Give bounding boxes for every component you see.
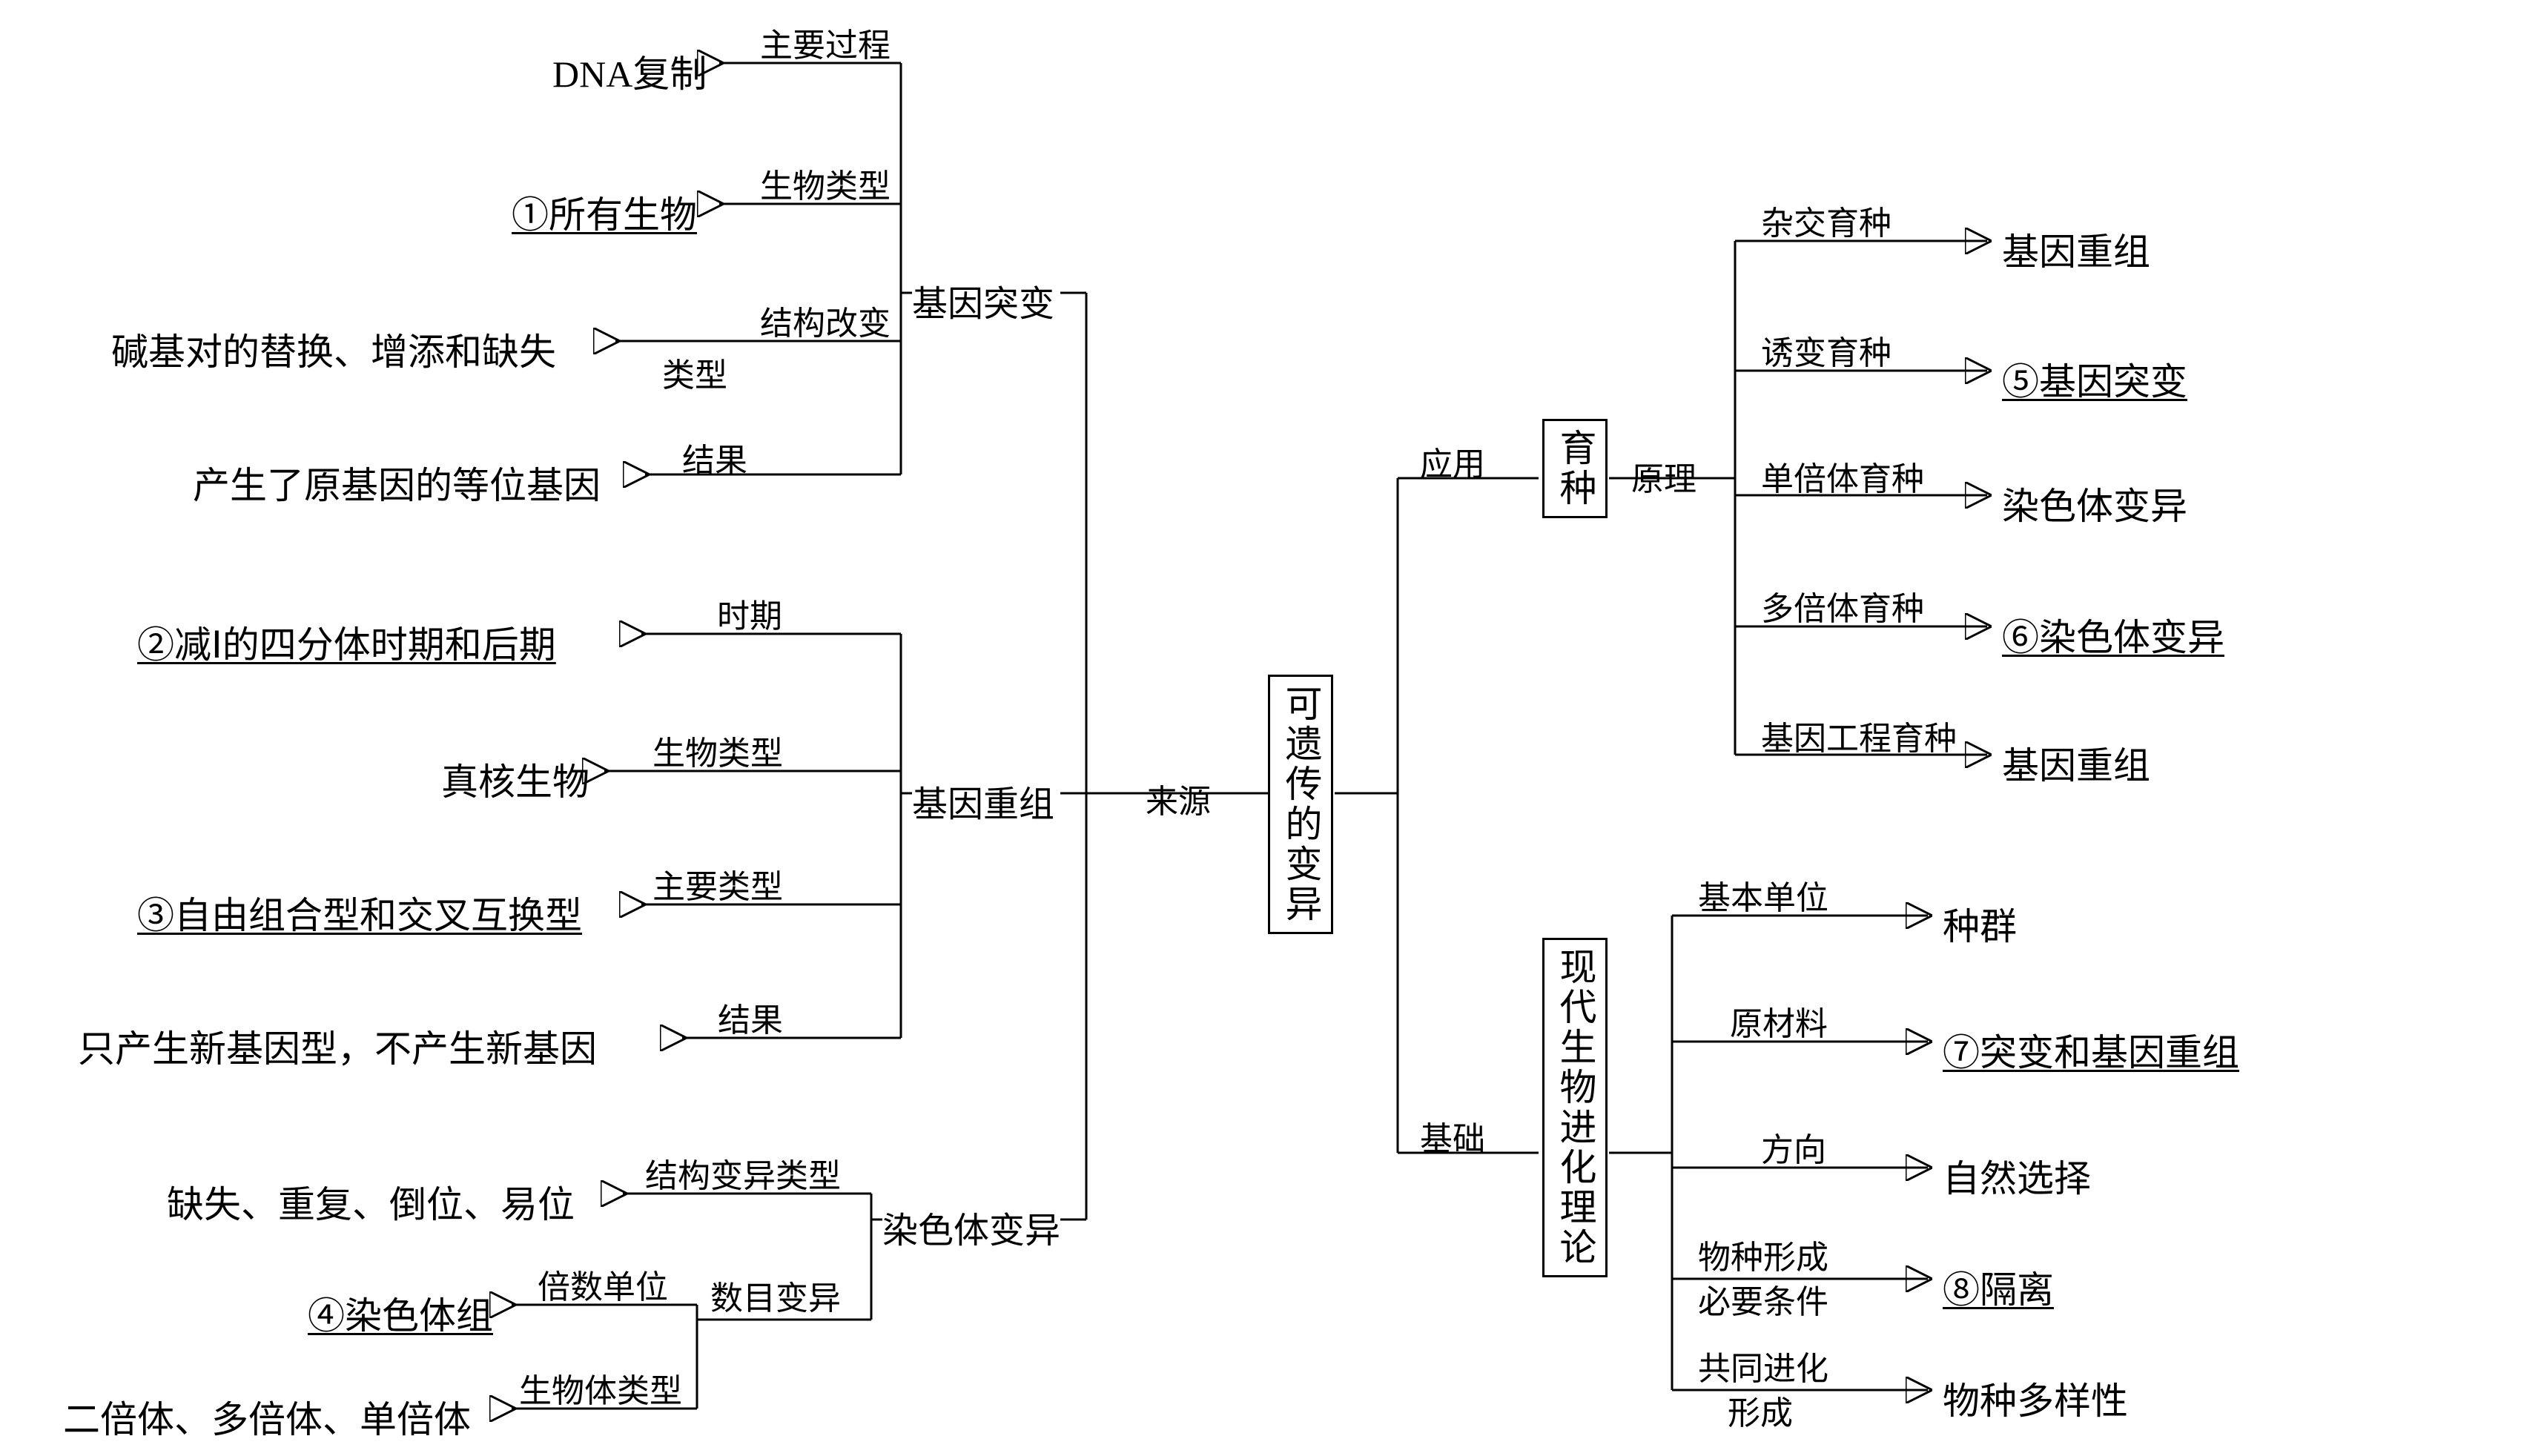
- left-group-2-label: 染色体变异: [882, 1201, 1060, 1253]
- left-edge-1-0: 时期: [717, 589, 782, 637]
- left-sub-2-1-label: 数目变异: [710, 1271, 841, 1319]
- left-edge-0-3: 结果: [682, 434, 747, 481]
- left-edge-0-2b: 类型: [662, 348, 727, 396]
- left-leaf-2-1-1: 二倍体、多倍体、单倍体: [63, 1390, 471, 1443]
- left-edge-1-1: 生物类型: [652, 727, 783, 774]
- right-1-item-3-text: ⑧隔离: [1943, 1260, 2054, 1314]
- right-0-box: 育种: [1542, 419, 1608, 518]
- right-0-item-1-text: ⑤基因突变: [2002, 352, 2187, 406]
- right-0-item-2-edge: 单倍体育种: [1761, 452, 1924, 500]
- right-0-item-1-edge: 诱变育种: [1761, 326, 1892, 374]
- right-0-item-2-text: 染色体变异: [2002, 477, 2187, 530]
- center-label: 可遗传的变异: [1281, 684, 1322, 924]
- left-leaf-1-2: ③自由组合型和交叉互换型: [137, 886, 582, 939]
- right-1-item-3-edge-b: 必要条件: [1698, 1275, 1828, 1323]
- right-1-edge-label: 基础: [1420, 1112, 1485, 1159]
- left-leaf-1-3: 只产生新基因型，不产生新基因: [78, 1019, 597, 1073]
- right-1-item-4-text: 物种多样性: [1943, 1371, 2128, 1425]
- right-0-item-3-text: ⑥染色体变异: [2002, 608, 2224, 661]
- right-1-item-3-edge-a: 物种形成: [1698, 1231, 1828, 1278]
- right-1-item-4-edge-b: 形成: [1728, 1386, 1793, 1434]
- right-1-item-0-edge: 基本单位: [1698, 871, 1828, 919]
- left-edge-1-2: 主要类型: [652, 860, 783, 907]
- left-leaf-2-1-0: ④染色体组: [308, 1286, 493, 1340]
- left-leaf-0-2: 碱基对的替换、增添和缺失: [111, 322, 556, 376]
- right-0-box-label: 育种: [1555, 428, 1596, 509]
- left-leaf-0-3: 产生了原基因的等位基因: [193, 456, 601, 509]
- right-1-item-1-edge: 原材料: [1730, 997, 1828, 1045]
- left-edge-2-0: 结构变异类型: [645, 1149, 841, 1197]
- center-box: 可遗传的变异: [1268, 675, 1333, 934]
- right-1-box: 现代生物进化理论: [1542, 938, 1608, 1277]
- right-0-item-4-text: 基因重组: [2002, 736, 2150, 790]
- left-edge-1-3: 结果: [718, 993, 783, 1041]
- left-edge-0-1: 生物类型: [760, 159, 891, 207]
- left-leaf-0-1: ①所有生物: [512, 185, 697, 239]
- left-edge-2-1-1: 生物体类型: [519, 1364, 682, 1412]
- right-1-item-4-edge-a: 共同进化: [1698, 1342, 1828, 1389]
- left-leaf-0-0: DNA复制: [552, 44, 707, 98]
- left-leaf-1-0: ②减Ⅰ的四分体时期和后期: [137, 615, 556, 669]
- right-0-item-4-edge: 基因工程育种: [1761, 712, 1957, 759]
- right-0-item-0-text: 基因重组: [2002, 222, 2150, 276]
- right-1-item-2-edge: 方向: [1761, 1123, 1826, 1171]
- left-group-1-label: 基因重组: [912, 775, 1054, 827]
- right-0-item-3-edge: 多倍体育种: [1761, 582, 1924, 629]
- left-edge-0-2a: 结构改变: [760, 297, 891, 344]
- left-trunk-label: 来源: [1146, 775, 1211, 822]
- left-edge-2-1-0: 倍数单位: [538, 1260, 668, 1308]
- right-1-item-2-text: 自然选择: [1943, 1149, 2091, 1202]
- left-edge-0-0: 主要过程: [760, 19, 891, 66]
- left-leaf-2-0: 缺失、重复、倒位、易位: [167, 1175, 575, 1228]
- right-0-edge-label: 应用: [1420, 437, 1485, 485]
- right-0-after-label: 原理: [1631, 452, 1696, 500]
- right-0-item-0-edge: 杂交育种: [1761, 196, 1892, 244]
- left-leaf-1-1: 真核生物: [441, 752, 589, 806]
- right-1-box-label: 现代生物进化理论: [1555, 947, 1596, 1268]
- left-group-0-label: 基因突变: [912, 274, 1054, 326]
- right-1-item-1-text: ⑦突变和基因重组: [1943, 1023, 2239, 1076]
- right-1-item-0-text: 种群: [1943, 897, 2017, 950]
